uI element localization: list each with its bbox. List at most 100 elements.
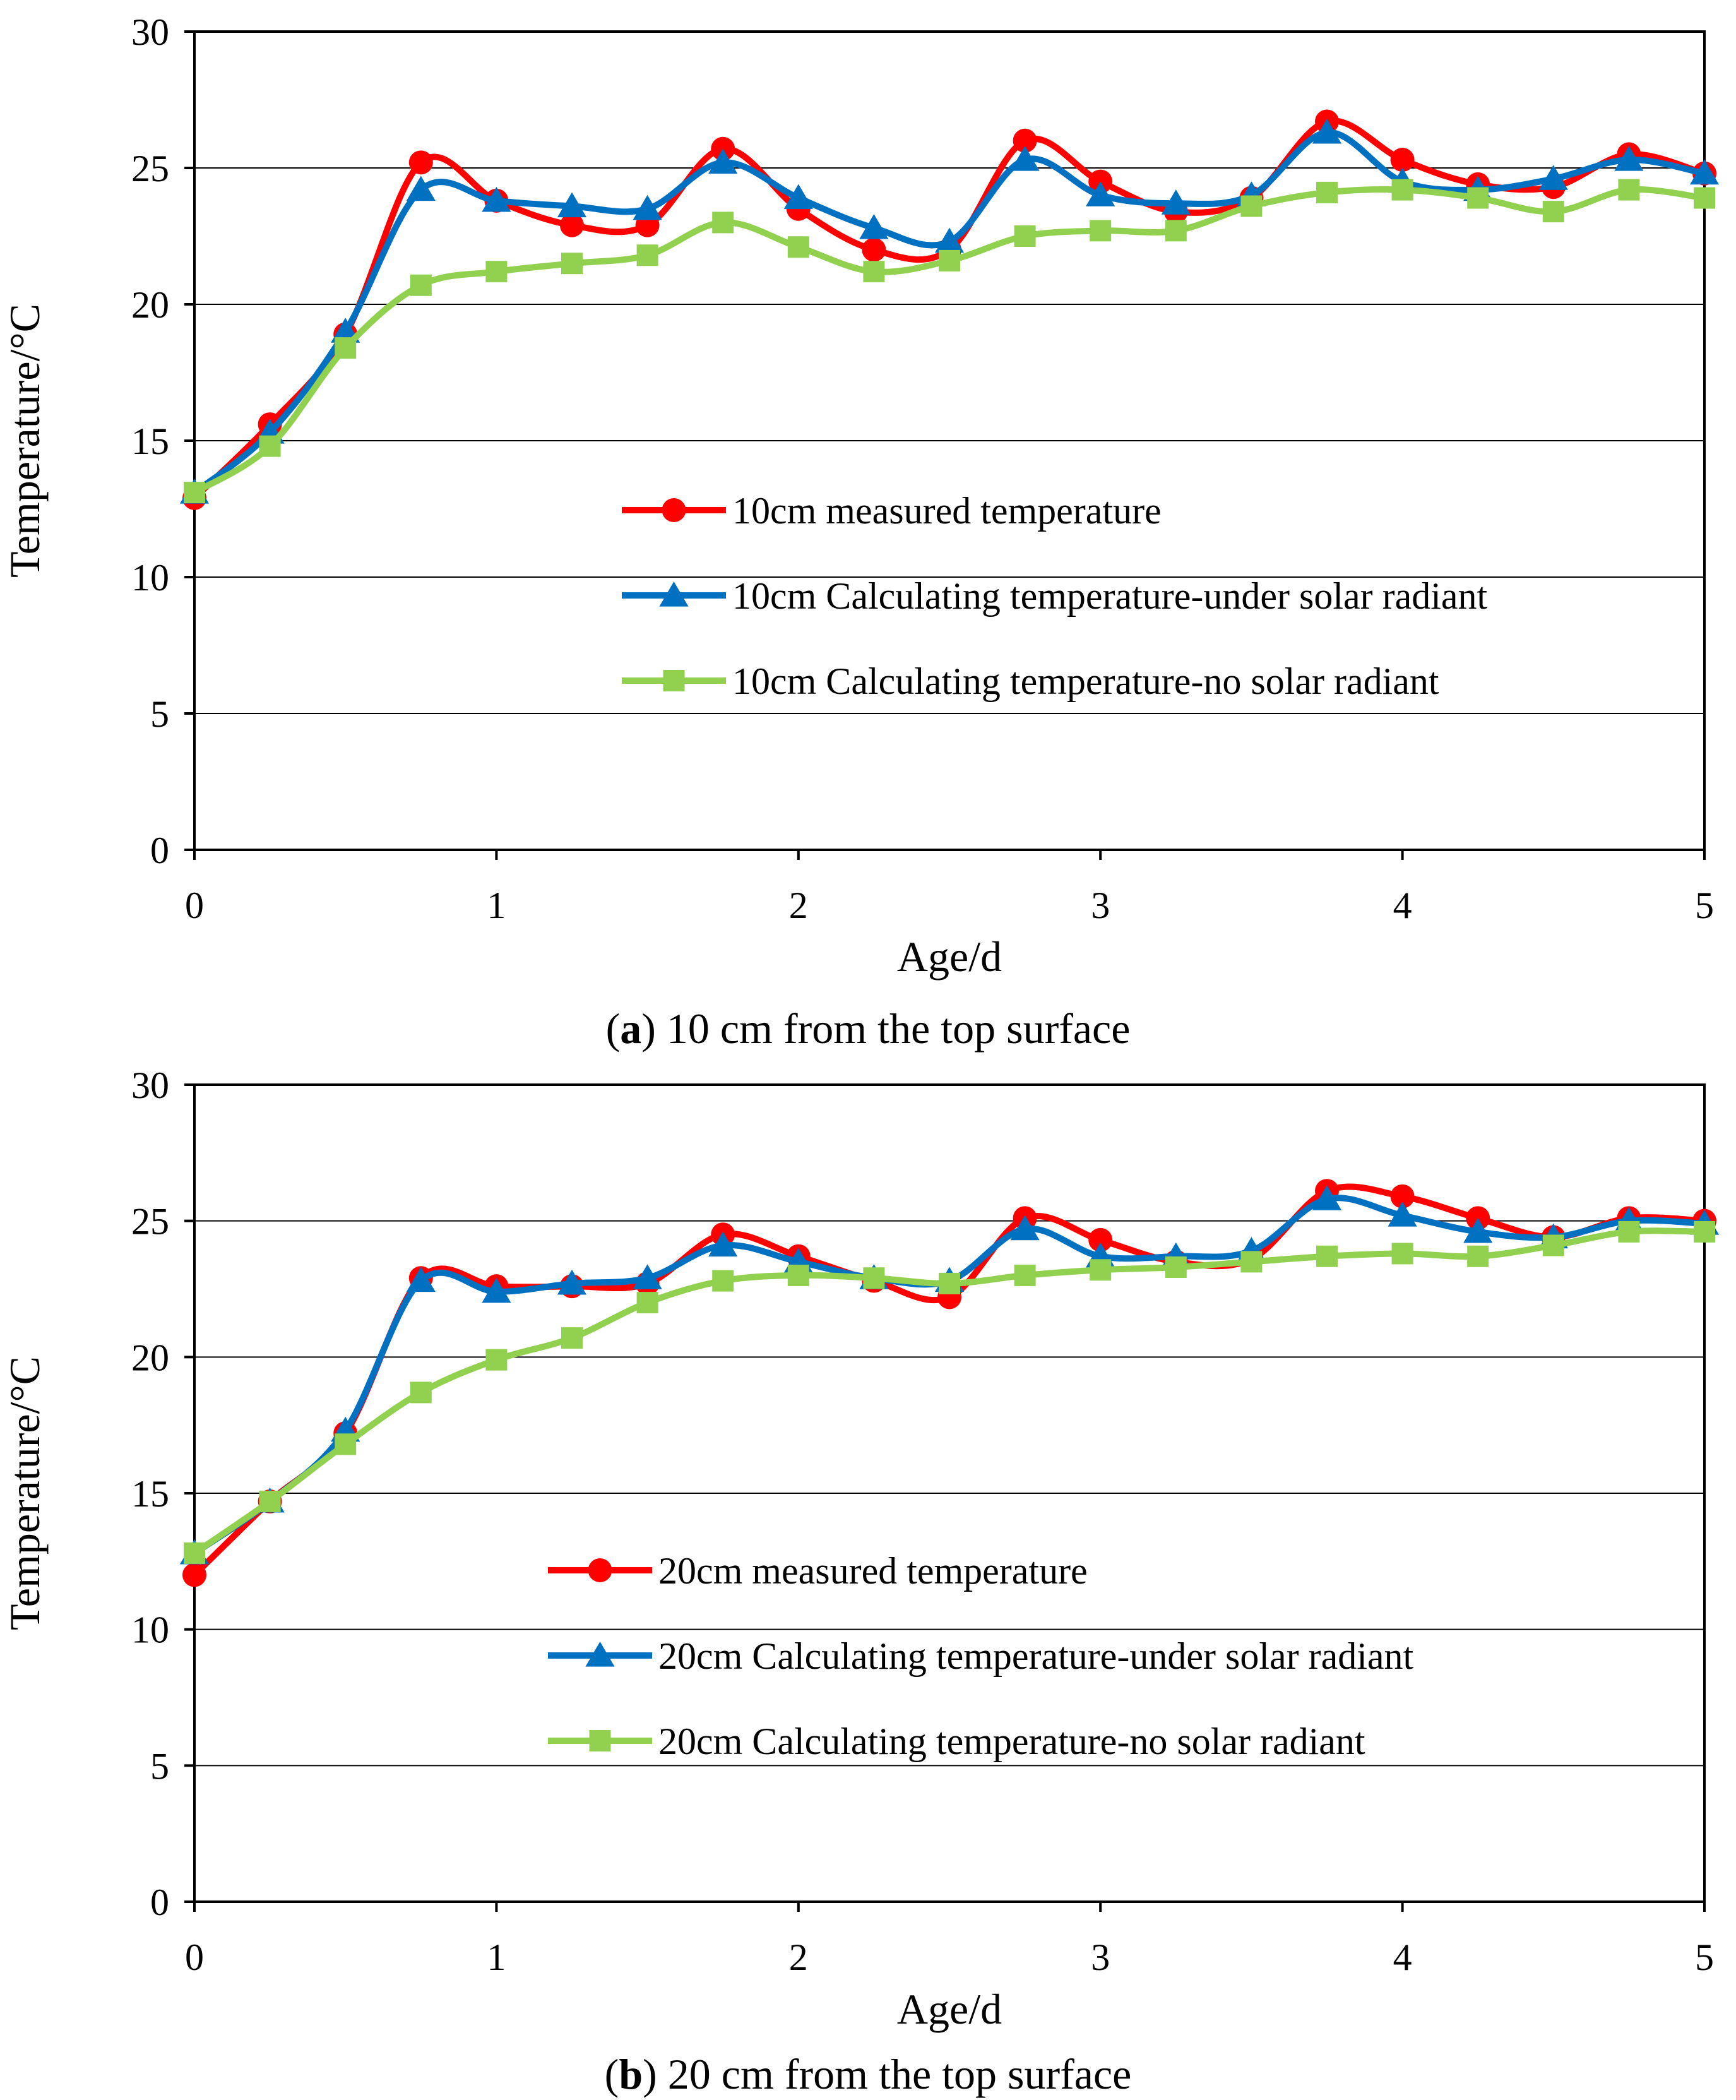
data-point xyxy=(708,1231,738,1257)
y-tick-label: 5 xyxy=(150,1745,169,1787)
legend: 10cm measured temperature 10cm Calculatin… xyxy=(622,490,1488,702)
data-point xyxy=(184,1542,205,1564)
legend-swatch-marker xyxy=(585,1642,615,1667)
y-tick-label: 30 xyxy=(131,11,169,53)
x-tick-label: 0 xyxy=(185,1936,204,1978)
series-line xyxy=(191,1183,1708,1578)
caption-text: ) 20 cm from the top surface xyxy=(643,2050,1131,2098)
data-point xyxy=(1161,189,1191,215)
data-point xyxy=(1240,195,1263,217)
legend-label: 10cm Calculating temperature-no solar ra… xyxy=(732,660,1439,702)
x-tick-label: 1 xyxy=(487,1936,506,1978)
data-point xyxy=(406,176,436,201)
data-point xyxy=(787,236,809,258)
data-point xyxy=(1014,225,1036,247)
data-point xyxy=(410,274,432,296)
data-point xyxy=(863,1267,885,1289)
data-point xyxy=(1388,1202,1417,1227)
data-point xyxy=(1689,159,1720,185)
data-point xyxy=(1090,220,1112,242)
data-point xyxy=(783,184,813,210)
data-point xyxy=(1316,181,1338,203)
data-point xyxy=(1390,1184,1415,1208)
legend-label: 10cm measured temperature xyxy=(732,490,1162,532)
data-point xyxy=(1538,165,1568,190)
data-point xyxy=(712,212,734,234)
x-tick-label: 2 xyxy=(789,1936,808,1978)
y-tick-label: 20 xyxy=(131,284,169,326)
x-tick-label: 5 xyxy=(1695,1936,1714,1978)
y-axis-title: Temperature/°C xyxy=(1,304,49,578)
caption-text: ) 10 cm from the top surface xyxy=(641,1005,1130,1053)
data-point xyxy=(1618,179,1640,201)
x-tick-label: 0 xyxy=(185,885,204,926)
y-tick-label: 20 xyxy=(131,1337,169,1378)
data-point xyxy=(482,186,511,212)
data-point xyxy=(557,1269,587,1295)
y-axis-title: Temperature/°C xyxy=(1,1356,49,1630)
data-point xyxy=(557,192,587,218)
legend-entry: 20cm Calculating temperature-under solar… xyxy=(548,1635,1414,1677)
data-point xyxy=(1390,148,1415,172)
data-point xyxy=(1467,1245,1489,1267)
caption-open-paren: ( xyxy=(606,1005,621,1053)
data-point xyxy=(862,237,886,262)
data-point xyxy=(1165,220,1187,242)
y-tick-label: 10 xyxy=(131,1609,169,1651)
data-point xyxy=(406,1267,436,1292)
data-point xyxy=(633,1264,662,1289)
legend-swatch-marker xyxy=(589,1730,611,1751)
series-square-3 xyxy=(184,1220,1715,1564)
y-tick-label: 5 xyxy=(150,693,169,735)
data-point xyxy=(1013,128,1037,153)
data-point xyxy=(1618,1220,1640,1243)
data-point xyxy=(184,482,205,504)
x-tick-label: 1 xyxy=(487,885,506,926)
data-point xyxy=(939,249,960,271)
legend-label: 20cm Calculating temperature-under solar… xyxy=(658,1635,1414,1677)
x-tick-label: 3 xyxy=(1091,1936,1110,1978)
data-point xyxy=(485,1349,508,1371)
y-tick-label: 30 xyxy=(131,1065,169,1106)
x-tick-label: 2 xyxy=(789,885,808,926)
caption-open-paren: ( xyxy=(605,2050,619,2098)
series-circle-1 xyxy=(182,109,1716,510)
legend-swatch-marker xyxy=(588,1558,612,1582)
caption-letter: a xyxy=(620,1005,641,1053)
x-tick-label: 3 xyxy=(1091,885,1110,926)
data-point xyxy=(482,1277,511,1303)
y-tick-label: 0 xyxy=(150,1882,169,1923)
data-point xyxy=(410,1381,432,1404)
series-triangle-2 xyxy=(179,1185,1720,1565)
legend-swatch-marker xyxy=(662,498,686,522)
legend: 20cm measured temperature 20cm Calculatin… xyxy=(548,1550,1414,1762)
data-point xyxy=(1391,179,1413,201)
data-point xyxy=(939,1272,960,1294)
figure-caption: (b) 20 cm from the top surface xyxy=(605,2050,1132,2098)
series-square-3 xyxy=(184,179,1715,504)
x-tick-label: 4 xyxy=(1393,885,1412,926)
data-point xyxy=(1014,1264,1036,1286)
data-point xyxy=(633,194,662,220)
data-point xyxy=(859,214,889,239)
chart-panel-a: 0 5 10 15 20 25 30 0 1 2 3 4 5 Age/d Temperature/°C 10c… xyxy=(1,11,1720,1053)
legend-entry: 20cm measured temperature xyxy=(548,1550,1088,1592)
figure-caption: (a) 10 cm from the top surface xyxy=(606,1005,1131,1053)
data-point xyxy=(182,1563,206,1587)
data-point xyxy=(1090,1259,1112,1281)
legend-entry: 10cm Calculating temperature-under solar… xyxy=(622,575,1488,617)
data-point xyxy=(1542,1234,1564,1256)
data-point xyxy=(408,150,433,175)
data-point xyxy=(560,213,584,237)
legend-label: 20cm measured temperature xyxy=(658,1550,1088,1592)
data-point xyxy=(259,1490,281,1512)
x-axis-title: Age/d xyxy=(897,1985,1002,2033)
legend-swatch-marker xyxy=(663,670,685,691)
data-point xyxy=(1694,1220,1715,1243)
legend-swatch-marker xyxy=(659,582,689,607)
legend-label: 10cm Calculating temperature-under solar… xyxy=(732,575,1488,617)
data-point xyxy=(1391,1243,1413,1265)
data-point xyxy=(335,337,357,359)
x-axis-title: Age/d xyxy=(897,933,1002,981)
